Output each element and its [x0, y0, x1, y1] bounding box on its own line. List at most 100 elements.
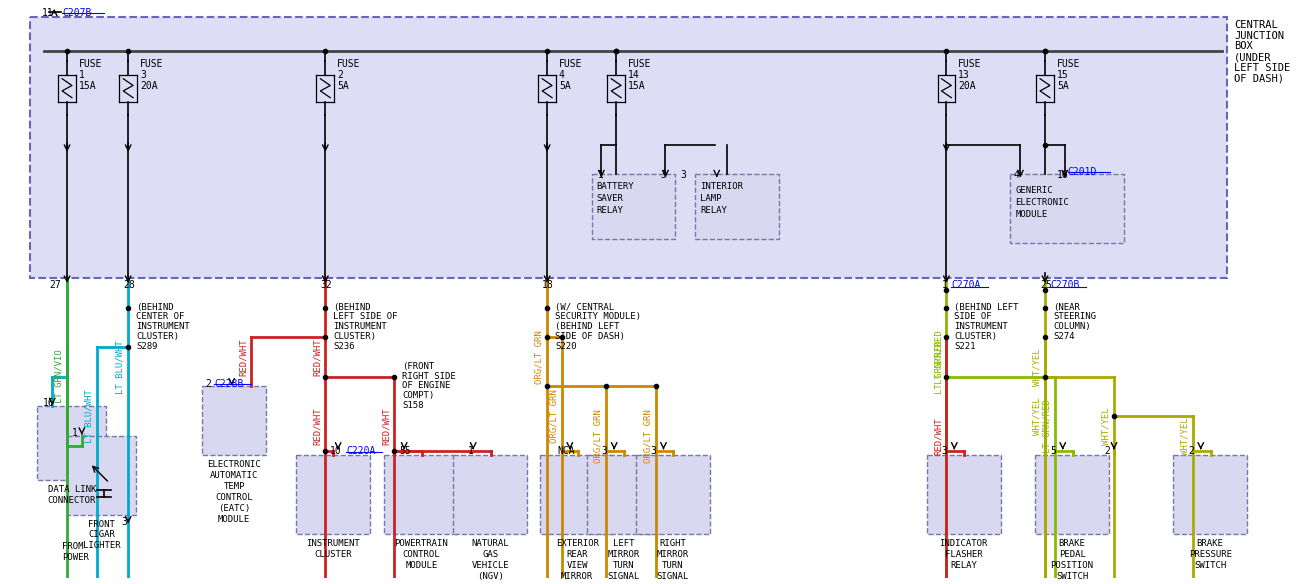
Text: CLUSTER): CLUSTER) [333, 332, 376, 341]
Text: 16: 16 [43, 398, 54, 408]
Text: SECURITY MODULE): SECURITY MODULE) [555, 312, 641, 321]
Text: COMPT): COMPT) [402, 391, 434, 401]
Text: LT GRN/VIO: LT GRN/VIO [54, 350, 64, 404]
Text: LT BLU/WHT: LT BLU/WHT [115, 340, 125, 394]
Text: 16: 16 [1057, 169, 1069, 179]
Text: GENERIC: GENERIC [1016, 186, 1053, 195]
Text: WHT/YEL: WHT/YEL [1032, 348, 1041, 385]
Text: MIRROR: MIRROR [656, 550, 689, 559]
Text: WHT/YEL: WHT/YEL [1032, 397, 1041, 435]
Text: CLUSTER): CLUSTER) [136, 332, 179, 341]
Text: (NEAR: (NEAR [1053, 303, 1080, 312]
Text: 13: 13 [958, 70, 970, 80]
Text: C228B: C228B [214, 378, 244, 388]
Text: AUTOMATIC: AUTOMATIC [210, 471, 258, 480]
Text: (NGV): (NGV) [477, 572, 505, 580]
Text: FLASHER: FLASHER [944, 550, 982, 559]
Text: 11: 11 [42, 8, 53, 18]
Text: 18: 18 [542, 280, 554, 290]
Text: WHT/YEL: WHT/YEL [1101, 407, 1110, 444]
Text: FUSE: FUSE [79, 59, 102, 69]
Text: COLUMN): COLUMN) [1053, 322, 1091, 331]
Text: 3: 3 [121, 517, 127, 527]
Text: LT BLU/WHT: LT BLU/WHT [84, 389, 93, 443]
Text: CENTER OF: CENTER OF [136, 312, 184, 321]
Text: (BEHIND LEFT: (BEHIND LEFT [955, 303, 1019, 312]
Text: SIDE OF: SIDE OF [955, 312, 992, 321]
Text: LT GRN/RED: LT GRN/RED [934, 340, 943, 394]
Bar [38, 406, 106, 480]
Text: INTERIOR: INTERIOR [700, 182, 743, 192]
Text: LEFT: LEFT [612, 539, 634, 548]
Bar [454, 456, 528, 534]
Text: WHT/YEL: WHT/YEL [1180, 417, 1189, 454]
Text: 20A: 20A [140, 81, 158, 91]
Text: INDICATOR: INDICATOR [939, 539, 988, 548]
Text: POWERTRAIN: POWERTRAIN [394, 539, 449, 548]
Text: 5A: 5A [1057, 81, 1069, 91]
Text: MIRROR: MIRROR [607, 550, 639, 559]
Text: TEMP: TEMP [223, 482, 245, 491]
Text: RIGHT: RIGHT [659, 539, 686, 548]
Text: 28: 28 [123, 280, 135, 290]
Text: NCA: NCA [556, 446, 575, 456]
Text: FRONT: FRONT [88, 520, 115, 529]
Text: DATA LINK: DATA LINK [48, 485, 96, 494]
Text: (EATC): (EATC) [218, 504, 250, 513]
Text: 3: 3 [942, 446, 947, 456]
Bar [1174, 456, 1248, 534]
Text: ORG/LT GRN: ORG/LT GRN [594, 409, 603, 463]
Text: 5A: 5A [337, 81, 349, 91]
Text: MIRROR: MIRROR [562, 572, 593, 580]
Text: SAVER: SAVER [597, 194, 624, 203]
Text: LIGHTER: LIGHTER [83, 541, 121, 550]
Bar [926, 456, 1000, 534]
Text: INSTRUMENT: INSTRUMENT [136, 322, 189, 331]
Text: 15A: 15A [628, 81, 646, 91]
Text: ELECTRONIC: ELECTRONIC [208, 460, 261, 470]
Text: TURN: TURN [661, 561, 684, 570]
Text: FUSE: FUSE [1057, 59, 1080, 69]
Bar [384, 456, 458, 534]
Text: ELECTRONIC: ELECTRONIC [1016, 198, 1069, 207]
Text: LEFT SIDE OF: LEFT SIDE OF [333, 312, 398, 321]
Bar [202, 387, 266, 456]
Text: RED/WHT: RED/WHT [381, 407, 390, 444]
Text: SWITCH: SWITCH [1195, 561, 1226, 570]
Bar [296, 456, 370, 534]
Text: OF DASH): OF DASH) [1235, 74, 1284, 84]
Text: (BEHIND: (BEHIND [333, 303, 371, 312]
Text: SIDE OF DASH): SIDE OF DASH) [555, 332, 625, 341]
Text: MODULE: MODULE [406, 561, 437, 570]
Text: 25: 25 [1040, 280, 1052, 290]
Text: S158: S158 [402, 401, 424, 410]
Text: SIGNAL: SIGNAL [607, 572, 639, 580]
Text: POWER: POWER [62, 553, 89, 562]
Text: PRESSURE: PRESSURE [1188, 550, 1232, 559]
Text: 1: 1 [71, 428, 78, 438]
Text: 10: 10 [331, 446, 342, 456]
Text: CLUSTER): CLUSTER) [955, 332, 997, 341]
Text: LT GRN/RED: LT GRN/RED [934, 330, 943, 384]
Text: CONTROL: CONTROL [402, 550, 440, 559]
Text: (W/ CENTRAL: (W/ CENTRAL [555, 303, 615, 312]
Text: 1: 1 [79, 70, 84, 80]
Text: CENTRAL: CENTRAL [1235, 20, 1278, 30]
Text: 15: 15 [1057, 70, 1069, 80]
Text: 27: 27 [49, 280, 61, 290]
Text: REAR: REAR [567, 550, 588, 559]
Text: 5A: 5A [559, 81, 571, 91]
Text: 55: 55 [399, 446, 411, 456]
Bar [30, 17, 1227, 278]
Bar [67, 436, 136, 515]
Text: 2: 2 [1104, 446, 1110, 456]
Text: 3: 3 [660, 169, 667, 179]
Text: C201D: C201D [1067, 166, 1097, 176]
Text: NATURAL: NATURAL [472, 539, 510, 548]
Text: 4: 4 [559, 70, 565, 80]
Text: LAMP: LAMP [700, 194, 721, 203]
Text: 20A: 20A [958, 81, 975, 91]
Text: OF ENGINE: OF ENGINE [402, 381, 450, 391]
Text: FUSE: FUSE [958, 59, 982, 69]
Text: RED/WHT: RED/WHT [239, 338, 248, 376]
